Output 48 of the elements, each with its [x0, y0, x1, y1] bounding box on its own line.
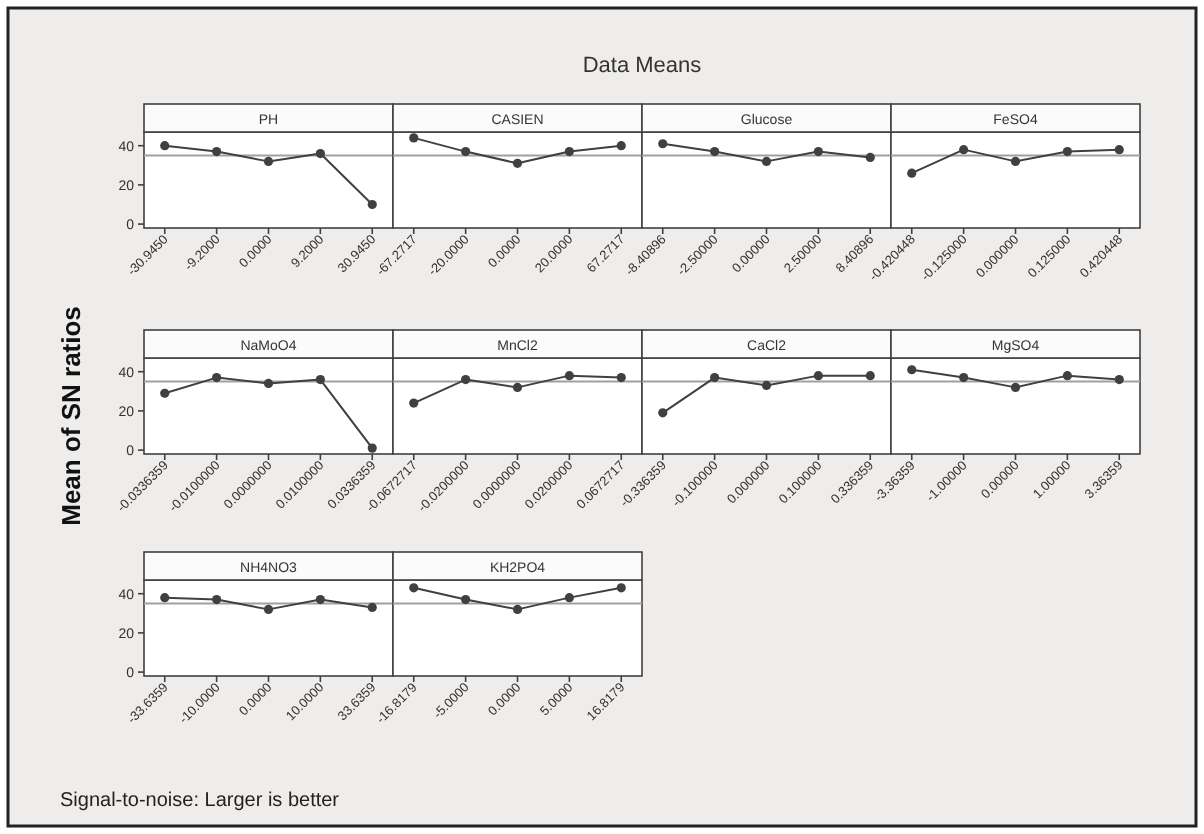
point	[865, 152, 875, 163]
point	[761, 156, 772, 166]
point	[160, 388, 170, 398]
point	[959, 145, 969, 155]
point	[616, 583, 626, 593]
point	[710, 372, 720, 383]
point	[1062, 146, 1072, 157]
point	[409, 133, 419, 143]
point	[461, 374, 471, 385]
point	[1010, 156, 1021, 166]
point	[907, 365, 917, 375]
point	[461, 594, 471, 605]
point	[710, 146, 720, 157]
point	[315, 148, 325, 159]
point	[263, 378, 274, 389]
point	[512, 158, 523, 168]
point	[409, 583, 419, 593]
point	[315, 374, 325, 385]
point	[813, 146, 823, 157]
point	[658, 408, 668, 418]
point	[367, 443, 377, 453]
point	[658, 139, 668, 149]
point	[461, 146, 471, 157]
point	[1114, 374, 1124, 385]
point	[959, 372, 969, 383]
point	[564, 146, 574, 157]
text: Signal-to-noise: Larger is better	[60, 790, 341, 812]
point	[564, 593, 574, 603]
point	[1062, 371, 1072, 381]
point	[564, 371, 574, 381]
point	[212, 146, 222, 157]
point	[512, 382, 523, 392]
point	[907, 168, 917, 178]
point	[761, 380, 772, 391]
point	[512, 604, 523, 614]
text: Mean of SN ratios	[56, 306, 86, 526]
point	[865, 371, 875, 381]
point	[616, 141, 626, 151]
point	[409, 398, 419, 408]
point	[813, 371, 823, 381]
text: Data Means	[582, 54, 703, 78]
point	[1114, 145, 1124, 155]
point	[616, 372, 626, 383]
point	[1010, 382, 1021, 392]
point	[263, 156, 274, 166]
point	[212, 372, 222, 383]
point	[367, 199, 377, 210]
point	[160, 141, 170, 151]
